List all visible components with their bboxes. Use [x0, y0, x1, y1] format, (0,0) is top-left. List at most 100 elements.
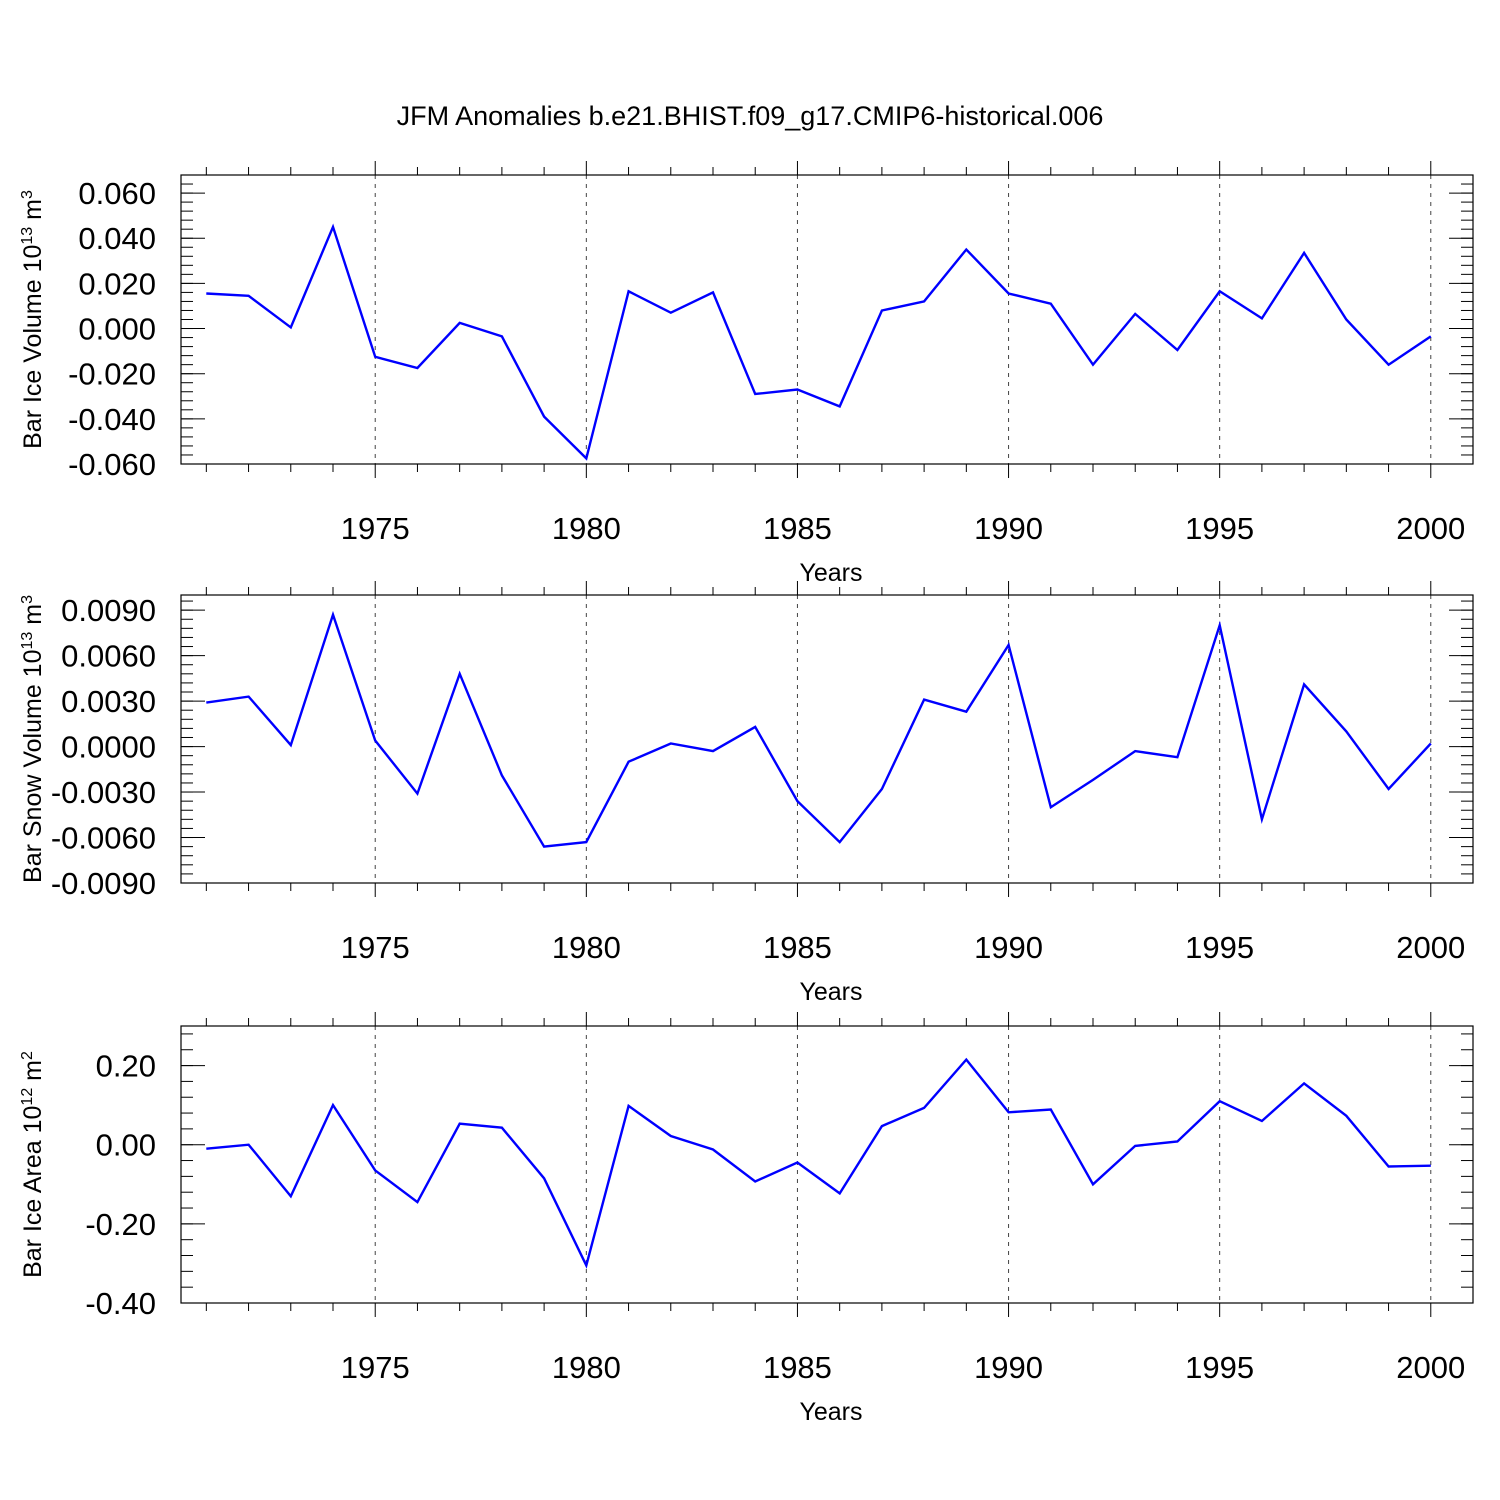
- data-point: [753, 1180, 757, 1184]
- data-point: [1429, 1164, 1433, 1168]
- chart-panel-3: 1975 1980 1985 1990 1995 2000 Years 0.20 0.00 -0.…: [19, 1012, 1474, 1426]
- data-point: [669, 742, 673, 746]
- data-point: [373, 739, 377, 743]
- data-point: [1175, 1140, 1179, 1144]
- x-tick-label: 1990: [974, 1350, 1043, 1385]
- data-point: [753, 392, 757, 396]
- data-point: [584, 456, 588, 460]
- y-axis-label-unit: m: [19, 604, 47, 632]
- data-point: [1387, 1164, 1391, 1168]
- data-point: [922, 698, 926, 702]
- data-point: [1049, 1107, 1053, 1111]
- data-point: [1429, 334, 1433, 338]
- x-axis-label: Years: [799, 1398, 862, 1426]
- figure-title: JFM Anomalies b.e21.BHIST.f09_g17.CMIP6-…: [397, 101, 1104, 131]
- data-point: [627, 1104, 631, 1108]
- y-axis-label-exponent: 13: [19, 632, 36, 650]
- y-tick-label: -0.40: [85, 1286, 156, 1321]
- y-axis-label-unit-exponent: 2: [19, 1051, 36, 1060]
- data-point: [669, 1134, 673, 1138]
- data-point: [1344, 1114, 1348, 1118]
- x-tick-label: 1985: [763, 511, 832, 546]
- y-axis-label: Bar Ice Volume 1013 m3: [19, 190, 47, 449]
- data-point: [711, 290, 715, 294]
- data-point: [880, 787, 884, 791]
- data-point: [1091, 1182, 1095, 1186]
- data-point: [838, 840, 842, 844]
- x-tick-label: 1985: [763, 930, 832, 965]
- data-point: [627, 289, 631, 293]
- data-point: [1387, 363, 1391, 367]
- data-point: [584, 840, 588, 844]
- data-point: [331, 613, 335, 617]
- x-tick-label: 1975: [341, 930, 410, 965]
- data-point: [1175, 348, 1179, 352]
- y-axis-label-text: Bar Snow Volume 10: [19, 650, 47, 883]
- y-tick-label: 0.060: [78, 176, 156, 211]
- data-point: [627, 760, 631, 764]
- data-point: [838, 1191, 842, 1195]
- data-point: [204, 292, 208, 296]
- data-point: [880, 308, 884, 312]
- data-point: [711, 749, 715, 753]
- y-tick-label: -0.020: [68, 357, 156, 392]
- y-axis-label-exponent: 13: [19, 227, 36, 245]
- data-point: [373, 355, 377, 359]
- data-point: [1133, 1144, 1137, 1148]
- y-axis-label-unit-exponent: 3: [19, 190, 36, 199]
- data-point: [1007, 1110, 1011, 1114]
- data-point: [964, 248, 968, 252]
- data-point: [880, 1124, 884, 1128]
- data-point: [1260, 1119, 1264, 1123]
- y-tick-label: -0.0090: [51, 866, 156, 901]
- data-point: [1007, 292, 1011, 296]
- y-tick-label: 0.20: [96, 1049, 156, 1084]
- x-tick-label: 1990: [974, 930, 1043, 965]
- y-tick-label: 0.020: [78, 266, 156, 301]
- x-tick-label: 1980: [552, 930, 621, 965]
- data-point: [331, 1103, 335, 1107]
- data-point: [500, 1126, 504, 1130]
- data-point: [1429, 742, 1433, 746]
- data-point: [1091, 778, 1095, 782]
- data-point: [458, 672, 462, 676]
- data-point: [1302, 1081, 1306, 1085]
- data-point: [415, 1200, 419, 1204]
- data-point: [964, 1058, 968, 1062]
- y-tick-label: -0.0060: [51, 821, 156, 856]
- data-point: [1302, 682, 1306, 686]
- data-point: [1344, 729, 1348, 733]
- data-point: [247, 294, 251, 298]
- y-tick-label: -0.060: [68, 447, 156, 482]
- data-point: [289, 325, 293, 329]
- x-tick-label: 1995: [1185, 1350, 1254, 1385]
- x-tick-label: 1995: [1185, 511, 1254, 546]
- data-point: [500, 334, 504, 338]
- data-point: [289, 1194, 293, 1198]
- data-point: [1218, 289, 1222, 293]
- x-tick-label: 1990: [974, 511, 1043, 546]
- data-point: [500, 773, 504, 777]
- y-axis-label: Bar Snow Volume 1013 m3: [19, 595, 47, 883]
- data-point: [542, 845, 546, 849]
- data-point: [1133, 749, 1137, 753]
- data-point: [1133, 312, 1137, 316]
- data-point: [458, 321, 462, 325]
- data-point: [711, 1147, 715, 1151]
- y-tick-label: -0.040: [68, 402, 156, 437]
- y-tick-label: 0.0090: [61, 593, 156, 628]
- y-axis-label-unit: m: [19, 1060, 47, 1088]
- data-point: [415, 792, 419, 796]
- y-tick-label: 0.040: [78, 221, 156, 256]
- data-point: [1344, 318, 1348, 322]
- data-point: [204, 701, 208, 705]
- y-axis-label-exponent: 12: [19, 1088, 36, 1106]
- data-point: [542, 415, 546, 419]
- data-point: [1218, 1099, 1222, 1103]
- y-tick-label: 0.0030: [61, 684, 156, 719]
- y-axis-label: Bar Ice Area 1012 m2: [19, 1051, 47, 1278]
- data-point: [795, 387, 799, 391]
- data-point: [795, 1161, 799, 1165]
- data-point: [331, 225, 335, 229]
